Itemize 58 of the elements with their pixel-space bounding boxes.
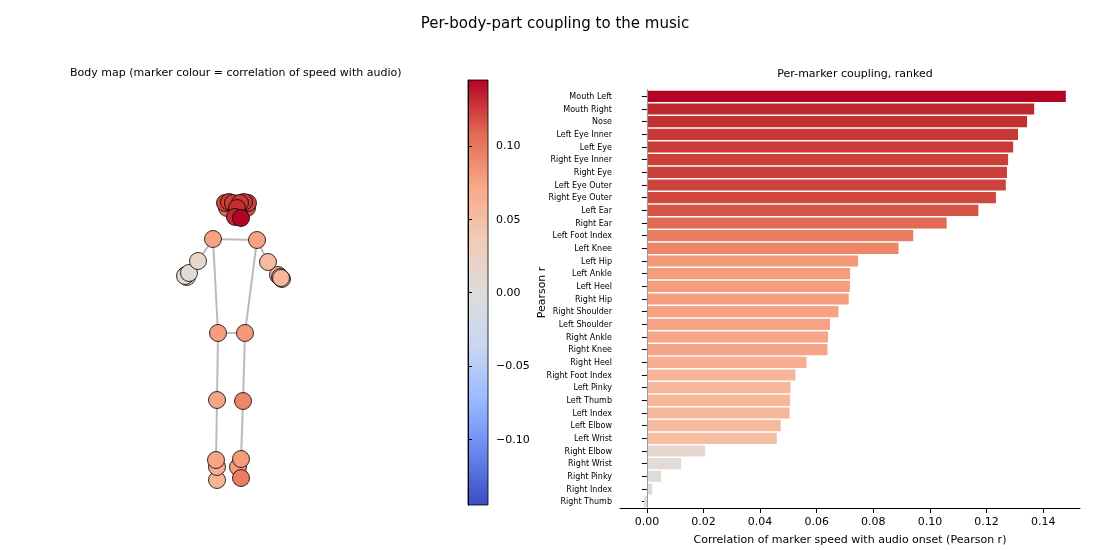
y-tick-label: Right Eye Outer — [548, 193, 613, 203]
y-tick-label: Right Knee — [568, 345, 613, 355]
x-tick-label: 0.00 — [634, 515, 660, 528]
x-tick-label: 0.06 — [804, 515, 829, 528]
y-tick-label: Left Hip — [581, 256, 612, 266]
y-tick-label: Left Knee — [574, 243, 613, 253]
bar — [646, 230, 914, 242]
y-tick-label: Left Pinky — [573, 383, 613, 393]
y-tick-label: Left Shoulder — [558, 319, 613, 329]
bar — [646, 432, 777, 444]
color-bar-label: 0.00 — [496, 286, 521, 299]
x-tick-label: 0.14 — [1030, 515, 1056, 528]
y-tick-label: Nose — [592, 117, 613, 127]
chart-title: Per-body-part coupling to the music — [420, 13, 690, 32]
x-tick-label: 0.04 — [747, 515, 773, 528]
y-tick-label: Left Ankle — [572, 269, 613, 279]
bar — [646, 204, 979, 216]
x-tick-label: 0.10 — [917, 515, 943, 528]
text: Body map (marker colour = correlation of speed with audio) — [70, 66, 402, 79]
bar — [646, 217, 947, 229]
y-tick-label: Left Eye Outer — [554, 180, 613, 190]
color-bar-title: Pearson r — [535, 266, 548, 319]
y-tick-label: Right Eye — [573, 167, 613, 177]
color-bar-label: 0.05 — [496, 212, 521, 226]
y-tick-label: Left Heel — [576, 281, 612, 291]
y-tick-label: Right Heel — [570, 357, 612, 367]
bar — [644, 496, 647, 508]
y-tick-label: Mouth Right — [563, 104, 612, 114]
y-tick-label: Right Hip — [575, 294, 612, 304]
y-tick-label: Right Pinky — [567, 471, 613, 481]
y-tick-label: Left Thumb — [566, 395, 612, 405]
x-axis-title: Correlation of marker speed with audio onset (Pearson r) — [693, 533, 1007, 546]
bar — [646, 242, 899, 254]
y-tick-label: Right Thumb — [560, 497, 612, 507]
bar — [646, 90, 1066, 102]
x-tick-label: 0.02 — [691, 515, 716, 528]
y-tick-label: Right Shoulder — [552, 307, 613, 317]
y-tick-label: Right Elbow — [564, 446, 613, 456]
y-tick-label: Mouth Left — [569, 91, 612, 101]
y-tick-label: Left Foot Index — [552, 231, 613, 241]
x-tick-label: 0.08 — [861, 515, 886, 528]
y-tick-label: Left Elbow — [570, 421, 613, 431]
chart-subtitle: Per-marker coupling, ranked — [777, 67, 933, 80]
color-bar-label: −0.10 — [496, 432, 530, 446]
y-tick-label: Right Wrist — [568, 459, 612, 469]
color-bar-label: 0.10 — [496, 139, 521, 153]
y-tick-label: Right Foot Index — [546, 370, 613, 380]
y-tick-label: Right Index — [566, 484, 613, 494]
y-tick-label: Left Wrist — [574, 433, 612, 443]
color-bar-label: −0.05 — [496, 359, 530, 373]
y-tick-label: Left Ear — [581, 205, 613, 215]
y-tick-label: Left Eye Inner — [556, 129, 613, 139]
y-tick-label: Left Index — [572, 408, 613, 418]
y-tick-label: Left Eye — [579, 142, 613, 152]
y-tick-label: Right Ear — [575, 218, 613, 228]
y-tick-label: Right Eye Inner — [550, 155, 613, 165]
x-tick-label: 0.12 — [974, 515, 999, 528]
y-tick-label: Right Ankle — [566, 332, 613, 342]
